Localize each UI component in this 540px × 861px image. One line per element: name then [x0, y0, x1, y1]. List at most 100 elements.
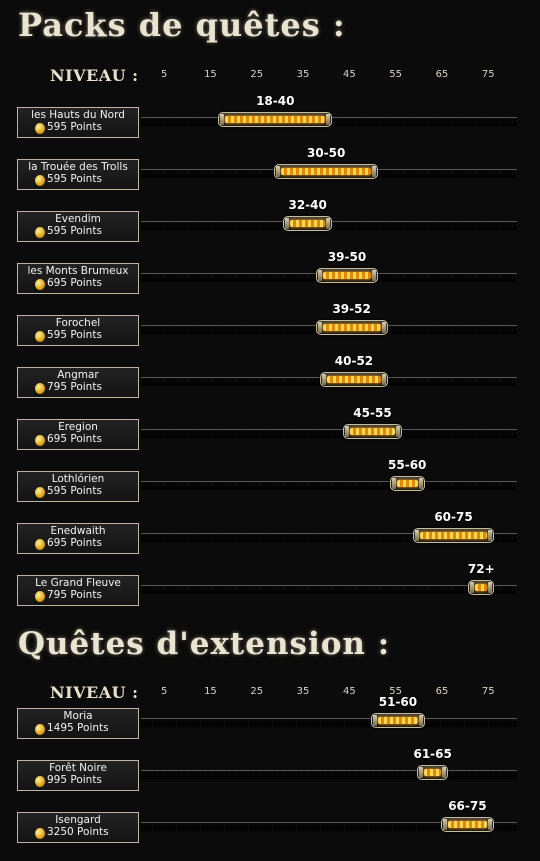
quest-pack-card[interactable]: Moria 1495 Points	[17, 708, 139, 739]
level-range-label: 39-50	[327, 250, 367, 264]
tick-label: 35	[296, 69, 310, 80]
tick-label: 35	[296, 686, 310, 697]
coin-icon	[35, 828, 45, 839]
quest-pack-card[interactable]: Enedwaith 695 Points	[17, 523, 139, 554]
tick-label: 55	[389, 69, 402, 80]
quest-row: les Hauts du Nord 595 Points 18-40	[0, 94, 540, 147]
quest-row: Lothlórien 595 Points 55-60	[0, 458, 540, 511]
level-track	[141, 822, 517, 831]
level-range-label: 51-60	[378, 695, 418, 709]
level-range-fill	[280, 168, 372, 175]
level-range-bar	[389, 476, 425, 491]
quest-name: Eregion	[58, 421, 98, 433]
bar-end-cap	[391, 478, 396, 489]
bar-end-cap	[395, 426, 400, 437]
level-range-bar	[320, 372, 388, 387]
points-price: 695 Points	[47, 433, 102, 445]
coin-icon	[35, 383, 45, 394]
bar-end-cap	[488, 819, 493, 830]
points-price: 795 Points	[47, 381, 102, 393]
quest-row: Forêt Noire 995 Points 61-65	[0, 747, 540, 800]
bar-end-cap	[372, 166, 377, 177]
level-range-label: 72+	[467, 562, 495, 576]
quest-pack-card[interactable]: Lothlórien 595 Points	[17, 471, 139, 502]
quest-row: Moria 1495 Points 51-60	[0, 695, 540, 748]
tick-label: 65	[435, 686, 449, 697]
level-range-label: 40-52	[334, 354, 374, 368]
level-range-fill	[322, 324, 381, 331]
bar-end-cap	[285, 218, 290, 229]
bar-end-cap	[441, 767, 446, 778]
coin-icon	[35, 435, 45, 446]
level-range-bar	[343, 424, 402, 439]
tick-label: 75	[481, 69, 495, 80]
coin-icon	[35, 123, 45, 134]
bar-end-cap	[220, 114, 225, 125]
quest-pack-card[interactable]: la Trouée des Trolls 595 Points	[17, 159, 139, 190]
level-range-bar	[468, 580, 495, 595]
level-range-label: 66-75	[448, 799, 487, 813]
quest-row: les Monts Brumeux 695 Points 39-50	[0, 250, 540, 303]
quest-pack-card[interactable]: Le Grand Fleuve 795 Points	[17, 575, 139, 606]
bar-end-cap	[345, 426, 350, 437]
level-track	[141, 718, 517, 727]
bar-end-cap	[317, 270, 322, 281]
quest-row: Le Grand Fleuve 795 Points 72+	[0, 562, 540, 615]
quest-row: Forochel 595 Points 39-52	[0, 302, 540, 355]
tick-label: 25	[250, 69, 264, 80]
quest-row: Angmar 795 Points 40-52	[0, 354, 540, 407]
level-range-fill	[447, 821, 488, 828]
level-range-bar	[315, 268, 379, 283]
level-range-bar	[417, 765, 448, 780]
level-range-label: 61-65	[413, 747, 452, 761]
quest-pack-card[interactable]: Evendim 595 Points	[17, 211, 139, 242]
level-track	[141, 585, 517, 594]
bar-end-cap	[419, 767, 424, 778]
tick-label: 45	[342, 69, 356, 80]
bar-end-cap	[442, 819, 447, 830]
quest-pack-card[interactable]: Eregion 695 Points	[17, 419, 139, 450]
quest-name: Isengard	[55, 814, 101, 826]
bar-end-cap	[317, 322, 322, 333]
quest-pack-card[interactable]: Isengard 3250 Points	[17, 812, 139, 843]
quest-row: Isengard 3250 Points 66-75	[0, 799, 540, 852]
quest-pack-card[interactable]: les Monts Brumeux 695 Points	[17, 263, 139, 294]
quest-row: Eregion 695 Points 45-55	[0, 406, 540, 459]
level-range-bar	[315, 320, 388, 335]
bar-end-cap	[275, 166, 280, 177]
quest-pack-card[interactable]: Forêt Noire 995 Points	[17, 760, 139, 791]
level-range-fill	[378, 717, 418, 724]
coin-icon	[35, 591, 45, 602]
section-title: Quêtes d'extension :	[18, 626, 391, 662]
level-track	[141, 533, 517, 542]
level-track	[141, 770, 517, 779]
level-range-bar	[273, 164, 379, 179]
points-price: 595 Points	[47, 225, 102, 237]
tick-label: 25	[250, 686, 264, 697]
tick-label: 65	[435, 69, 449, 80]
points-price: 795 Points	[47, 589, 102, 601]
quest-row: Enedwaith 695 Points 60-75	[0, 510, 540, 563]
level-range-label: 18-40	[256, 94, 295, 108]
bar-end-cap	[488, 530, 493, 541]
quest-name: Evendim	[55, 213, 101, 225]
quest-pack-card[interactable]: Angmar 795 Points	[17, 367, 139, 398]
quest-pack-card[interactable]: les Hauts du Nord 595 Points	[17, 107, 139, 138]
level-range-fill	[396, 480, 418, 487]
points-price: 595 Points	[47, 121, 102, 133]
level-range-fill	[350, 428, 395, 435]
level-range-label: 45-55	[353, 406, 392, 420]
coin-icon	[35, 227, 45, 238]
quest-pack-card[interactable]: Forochel 595 Points	[17, 315, 139, 346]
level-range-fill	[290, 220, 326, 227]
level-axis-header: NIVEAU : 5 15 25 35 45 55 65 75	[0, 683, 540, 703]
coin-icon	[35, 487, 45, 498]
bar-end-cap	[488, 582, 493, 593]
bar-end-cap	[372, 270, 377, 281]
quest-name: les Monts Brumeux	[27, 265, 129, 277]
level-axis-header: NIVEAU : 5 15 25 35 45 55 65 75	[0, 66, 540, 86]
quest-name: Lothlórien	[51, 473, 105, 485]
level-range-label: 30-50	[306, 146, 346, 160]
level-track	[141, 429, 517, 438]
bar-end-cap	[326, 114, 331, 125]
